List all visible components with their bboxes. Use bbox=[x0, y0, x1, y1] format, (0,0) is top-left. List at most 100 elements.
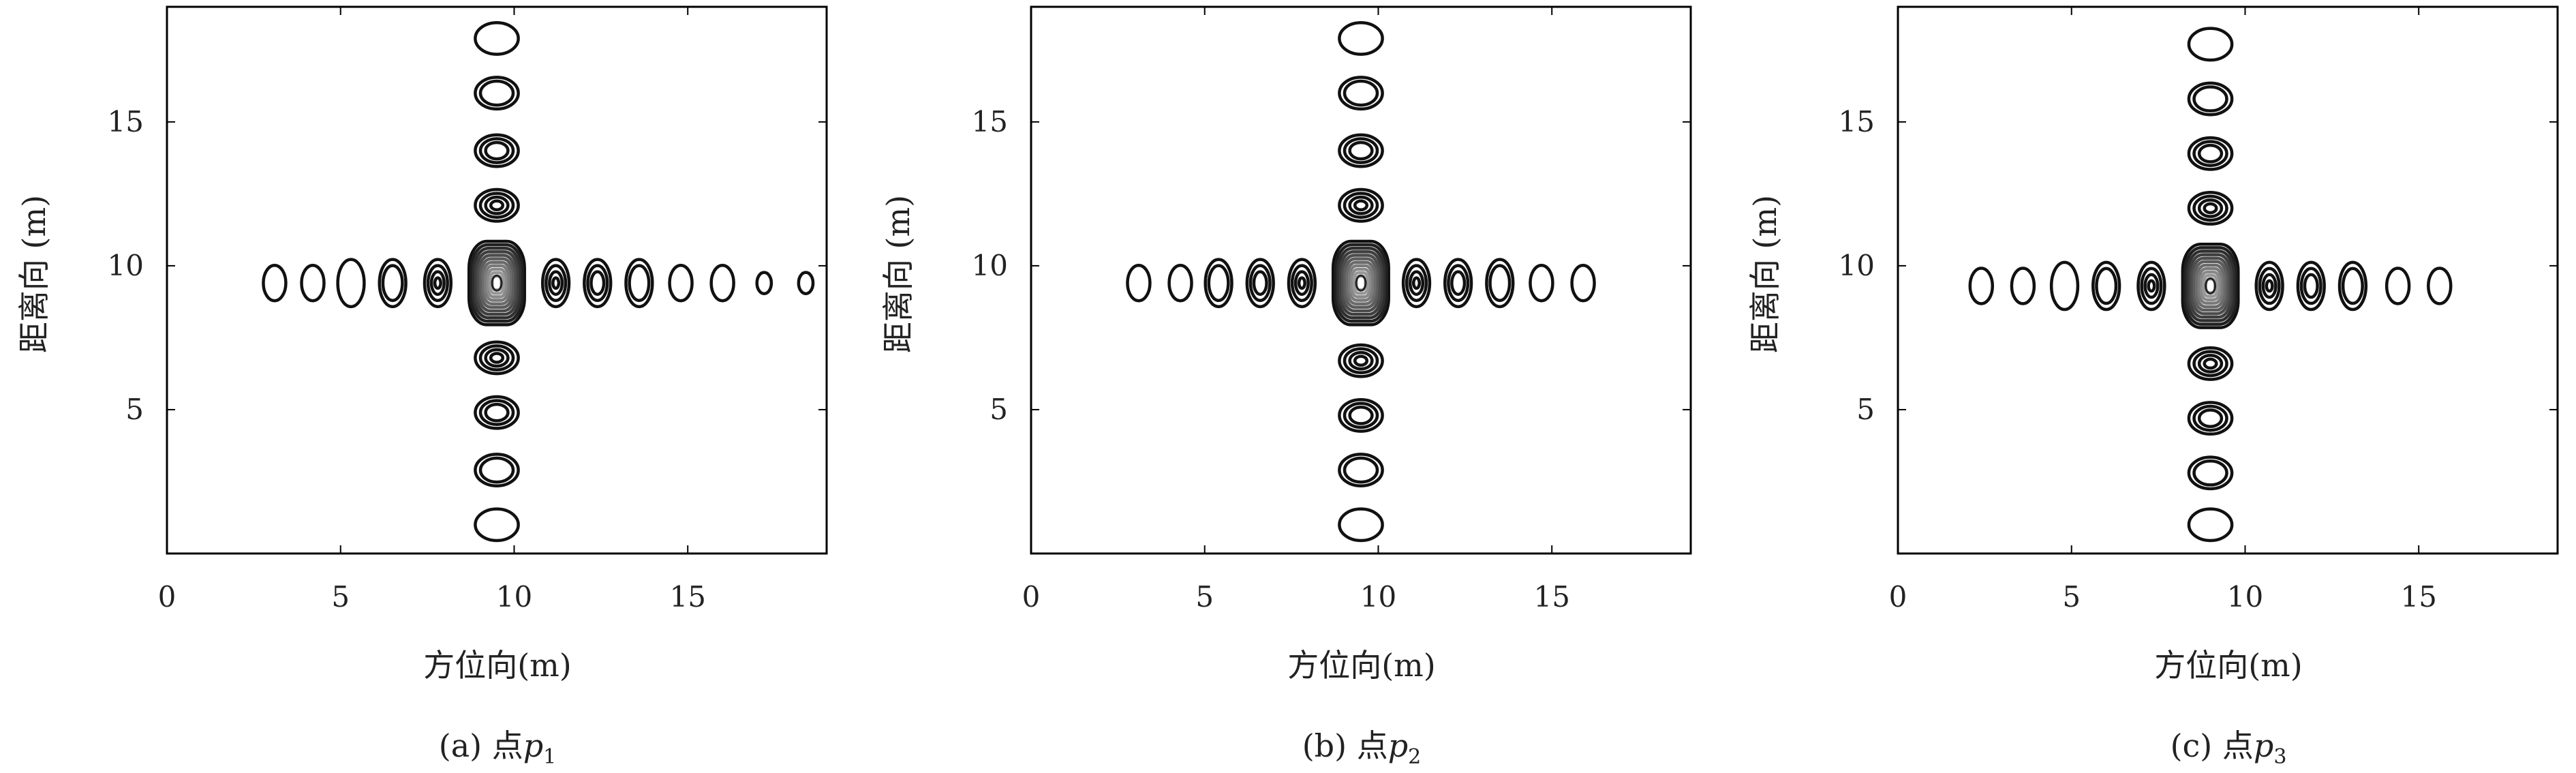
mainlobe-contour bbox=[2199, 270, 2222, 301]
sidelobe-contour bbox=[1293, 270, 1310, 297]
sidelobe-contour bbox=[2136, 260, 2166, 312]
sidelobe-contour bbox=[2385, 267, 2411, 305]
y-axis-label: 距离向 (m) bbox=[1747, 195, 1783, 353]
sidelobe-contour bbox=[484, 140, 510, 161]
sidelobe-contour bbox=[1338, 20, 1384, 56]
sidelobe-contour bbox=[474, 453, 520, 488]
sidelobe-contour bbox=[2187, 191, 2234, 226]
sidelobe-contour bbox=[2192, 459, 2228, 487]
sidelobe-contour bbox=[1343, 456, 1379, 484]
sidelobe-contour bbox=[1207, 264, 1230, 303]
sidelobe-contour bbox=[2254, 260, 2284, 312]
caption-text: (a) 点 bbox=[439, 727, 523, 764]
sidelobe-contour bbox=[1348, 140, 1374, 161]
mainlobe-contour bbox=[488, 271, 506, 295]
chart-panel-a: 距离向 (m) 方位向(m) (a) 点p1 0 5 10 15 5 10 15 bbox=[16, 5, 828, 769]
sidelobe-contour bbox=[1343, 347, 1379, 375]
sidelobe-contour bbox=[2187, 346, 2234, 381]
caption-variable: p bbox=[2254, 727, 2273, 764]
y-tick-label: 10 bbox=[108, 249, 144, 282]
sidelobe-contour bbox=[336, 258, 366, 309]
sidelobe-contour bbox=[1290, 264, 1313, 303]
sidelobe-contour bbox=[1348, 406, 1374, 425]
mainlobe-contour bbox=[483, 264, 510, 302]
sidelobe-contour bbox=[1529, 263, 1554, 303]
mainlobe-contour bbox=[1338, 250, 1383, 316]
sidelobe-contour bbox=[586, 264, 609, 303]
sidelobe-contour bbox=[2140, 267, 2163, 305]
sidelobe-contour bbox=[2143, 273, 2160, 299]
y-tick-label: 5 bbox=[125, 393, 144, 426]
sidelobe-contour bbox=[478, 137, 515, 164]
sidelobe-contour bbox=[1570, 263, 1596, 303]
y-tick-label: 15 bbox=[1839, 105, 1875, 138]
sidelobe-contour bbox=[2197, 198, 2224, 218]
mainlobe-contour bbox=[2197, 267, 2224, 305]
x-tick-label: 5 bbox=[331, 580, 350, 613]
sidelobe-contour bbox=[2049, 260, 2080, 312]
sidelobe-contour bbox=[2192, 404, 2228, 432]
x-tick-label: 10 bbox=[1360, 580, 1396, 613]
sidelobe-contour bbox=[1126, 263, 1152, 303]
sidelobe-contour bbox=[1411, 276, 1422, 290]
caption-text: (b) 点 bbox=[1302, 727, 1388, 764]
peak-marker bbox=[2205, 277, 2217, 294]
x-tick-label: 5 bbox=[2062, 580, 2081, 613]
sidelobe-contour bbox=[474, 507, 520, 543]
sidelobe-contour bbox=[1167, 263, 1193, 303]
mainlobe-contour bbox=[2194, 263, 2226, 309]
sidelobe-contour bbox=[2203, 357, 2218, 370]
sidelobe-contour bbox=[1443, 258, 1473, 309]
sidelobe-contour bbox=[2197, 408, 2224, 428]
sidelobe-contour bbox=[1353, 354, 1369, 367]
mainlobe-contour bbox=[2188, 253, 2233, 319]
sidelobe-contour bbox=[2187, 455, 2234, 491]
y-tick-label: 5 bbox=[990, 393, 1008, 426]
sidelobe-contour bbox=[797, 271, 815, 296]
x-axis-label: 方位向(m) bbox=[423, 647, 572, 684]
sidelobe-contour bbox=[1401, 258, 1432, 309]
sidelobe-contour bbox=[589, 270, 606, 297]
sidelobe-contour bbox=[624, 258, 654, 309]
sidelobe-contour bbox=[1338, 187, 1384, 223]
caption-subscript: 1 bbox=[543, 745, 556, 769]
x-tick-label: 10 bbox=[496, 580, 532, 613]
sidelobe-contour bbox=[2192, 85, 2228, 112]
y-tick-label: 5 bbox=[1856, 393, 1875, 426]
sidelobe-contour bbox=[548, 270, 564, 297]
sidelobe-contour bbox=[378, 258, 408, 309]
mainlobe-contour bbox=[1343, 257, 1379, 309]
sidelobe-contour bbox=[2187, 401, 2234, 436]
sidelobe-contour bbox=[2337, 260, 2368, 312]
sidelobe-contour bbox=[478, 192, 515, 219]
sidelobe-contour bbox=[2010, 267, 2036, 305]
sidelobe-contour bbox=[474, 76, 520, 111]
x-tick-label: 10 bbox=[2227, 580, 2263, 613]
x-tick-label: 15 bbox=[2400, 580, 2436, 613]
sidelobe-contour bbox=[478, 344, 515, 372]
sidelobe-contour bbox=[2192, 350, 2228, 378]
sidelobe-contour bbox=[1297, 276, 1306, 290]
sidelobe-contour bbox=[1450, 270, 1467, 297]
peak-marker bbox=[1355, 274, 1367, 292]
x-tick-label: 0 bbox=[1889, 580, 1907, 613]
x-tick-label: 5 bbox=[1195, 580, 1214, 613]
sidelobe-contour bbox=[1408, 270, 1425, 297]
mainlobe-contour bbox=[1336, 247, 1386, 320]
sidelobe-contour bbox=[1245, 258, 1275, 309]
sidelobe-contour bbox=[1338, 453, 1384, 488]
sidelobe-contour bbox=[484, 348, 510, 368]
mainlobe-contour bbox=[1345, 260, 1377, 305]
sidelobe-contour bbox=[551, 276, 561, 290]
mainlobe-contour bbox=[1347, 264, 1375, 302]
sidelobe-contour bbox=[709, 263, 735, 303]
sidelobe-contour bbox=[2265, 279, 2274, 293]
y-tick-label: 10 bbox=[1839, 249, 1875, 282]
mainlobe-contour bbox=[2186, 249, 2235, 322]
sidelobe-contour bbox=[426, 264, 449, 303]
y-tick-label: 15 bbox=[108, 105, 144, 138]
sidelobe-contour bbox=[2091, 260, 2121, 312]
sidelobe-contour bbox=[423, 258, 453, 309]
sidelobe-contour bbox=[2192, 140, 2228, 168]
sidelobe-contour bbox=[1203, 258, 1233, 309]
